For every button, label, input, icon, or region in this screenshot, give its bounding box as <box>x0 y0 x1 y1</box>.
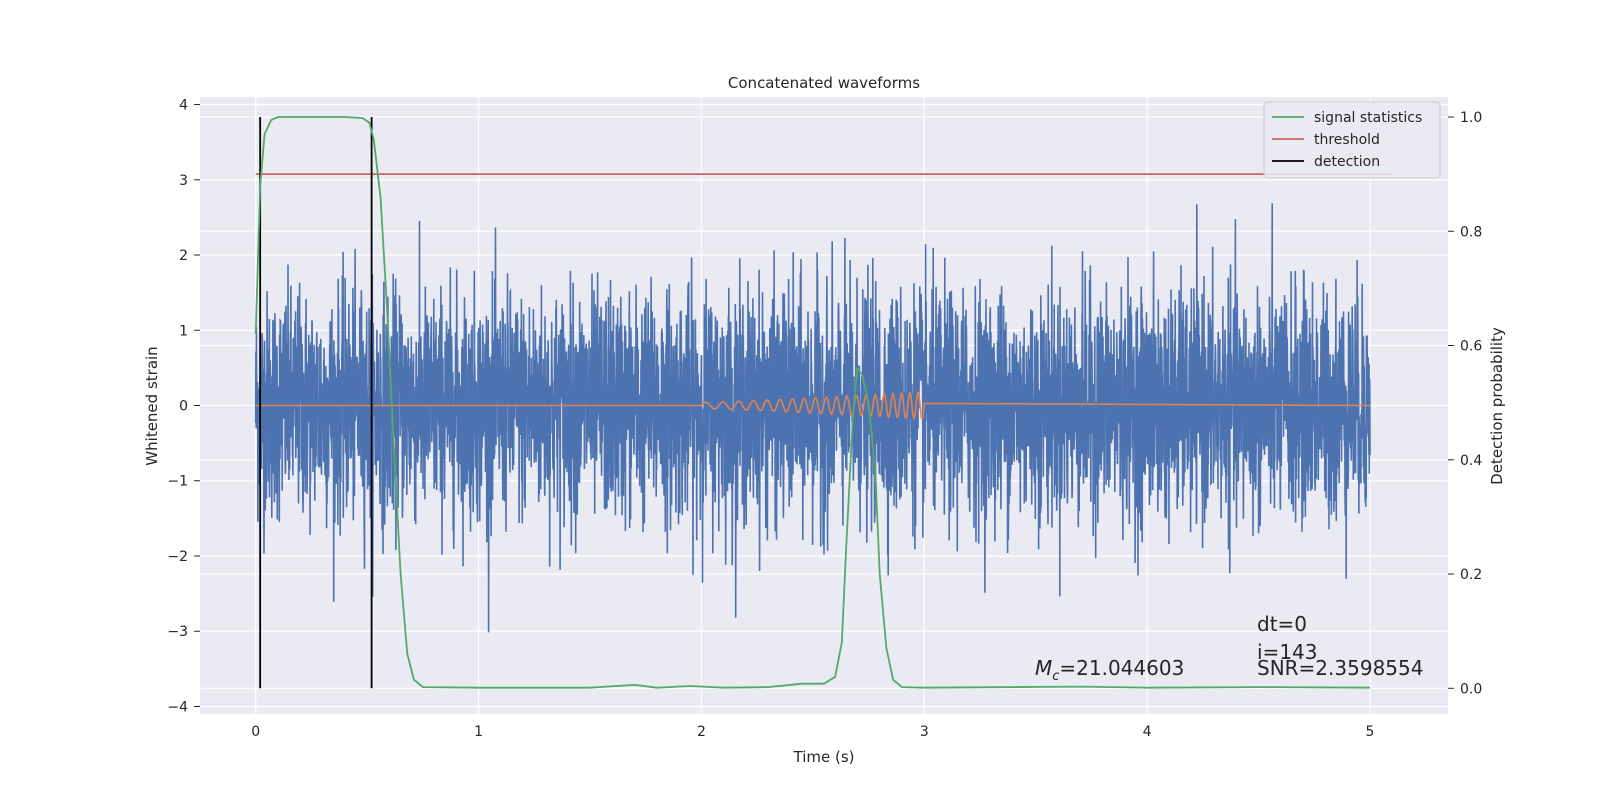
y2-tick-label: 0.8 <box>1460 224 1482 240</box>
legend-box <box>1263 101 1441 179</box>
y2-tick-label: 1.0 <box>1460 110 1482 126</box>
tick-labels: 0 1 2 3 4 5 −4 −3 −2 −1 0 1 2 3 4 0.0 0.2 0.4 0.6 0.8 1.0 <box>167 98 1482 740</box>
y-tick-label: −1 <box>167 474 188 490</box>
y-tick-label: 4 <box>179 98 188 114</box>
y-axis-label: Whitened strain <box>143 346 161 465</box>
snr-annotation: SNR=2.3598554 <box>1257 656 1423 680</box>
x-tick-label: 1 <box>474 724 483 740</box>
y2-tick-label: 0.2 <box>1460 567 1482 583</box>
chart-title: Concatenated waveforms <box>728 74 920 92</box>
y2-tick-label: 0.6 <box>1460 339 1482 355</box>
legend: signal statistics threshold detection <box>1263 101 1441 179</box>
y-tick-label: 0 <box>179 399 188 415</box>
y-tick-label: −4 <box>167 699 188 715</box>
legend-label-threshold: threshold <box>1314 132 1380 148</box>
legend-label-signal-statistics: signal statistics <box>1314 110 1422 126</box>
y2-tick-label: 0.4 <box>1460 453 1482 469</box>
x-tick-label: 3 <box>920 724 929 740</box>
x-axis-label: Time (s) <box>793 748 855 766</box>
signal-statistics-line <box>254 116 1371 689</box>
y-tick-label: 3 <box>179 173 188 189</box>
y-tick-label: −2 <box>167 549 188 565</box>
y2-tick-label: 0.0 <box>1460 681 1482 697</box>
series-layer <box>254 116 1393 689</box>
i-annotation: i=143 <box>1257 640 1318 664</box>
dt-annotation: dt=0 <box>1257 612 1307 636</box>
x-tick-label: 0 <box>251 724 260 740</box>
x-tick-label: 5 <box>1366 724 1375 740</box>
y-tick-label: −3 <box>167 624 188 640</box>
y-tick-label: 2 <box>179 248 188 264</box>
legend-label-detection: detection <box>1314 154 1380 170</box>
x-tick-label: 2 <box>697 724 706 740</box>
mc-annotation: Mc=21.044603 <box>1035 656 1184 684</box>
template-series-line <box>255 391 1371 421</box>
y2-axis-label: Detection probability <box>1488 327 1506 485</box>
y-tick-label: 1 <box>179 323 188 339</box>
x-tick-label: 4 <box>1143 724 1152 740</box>
